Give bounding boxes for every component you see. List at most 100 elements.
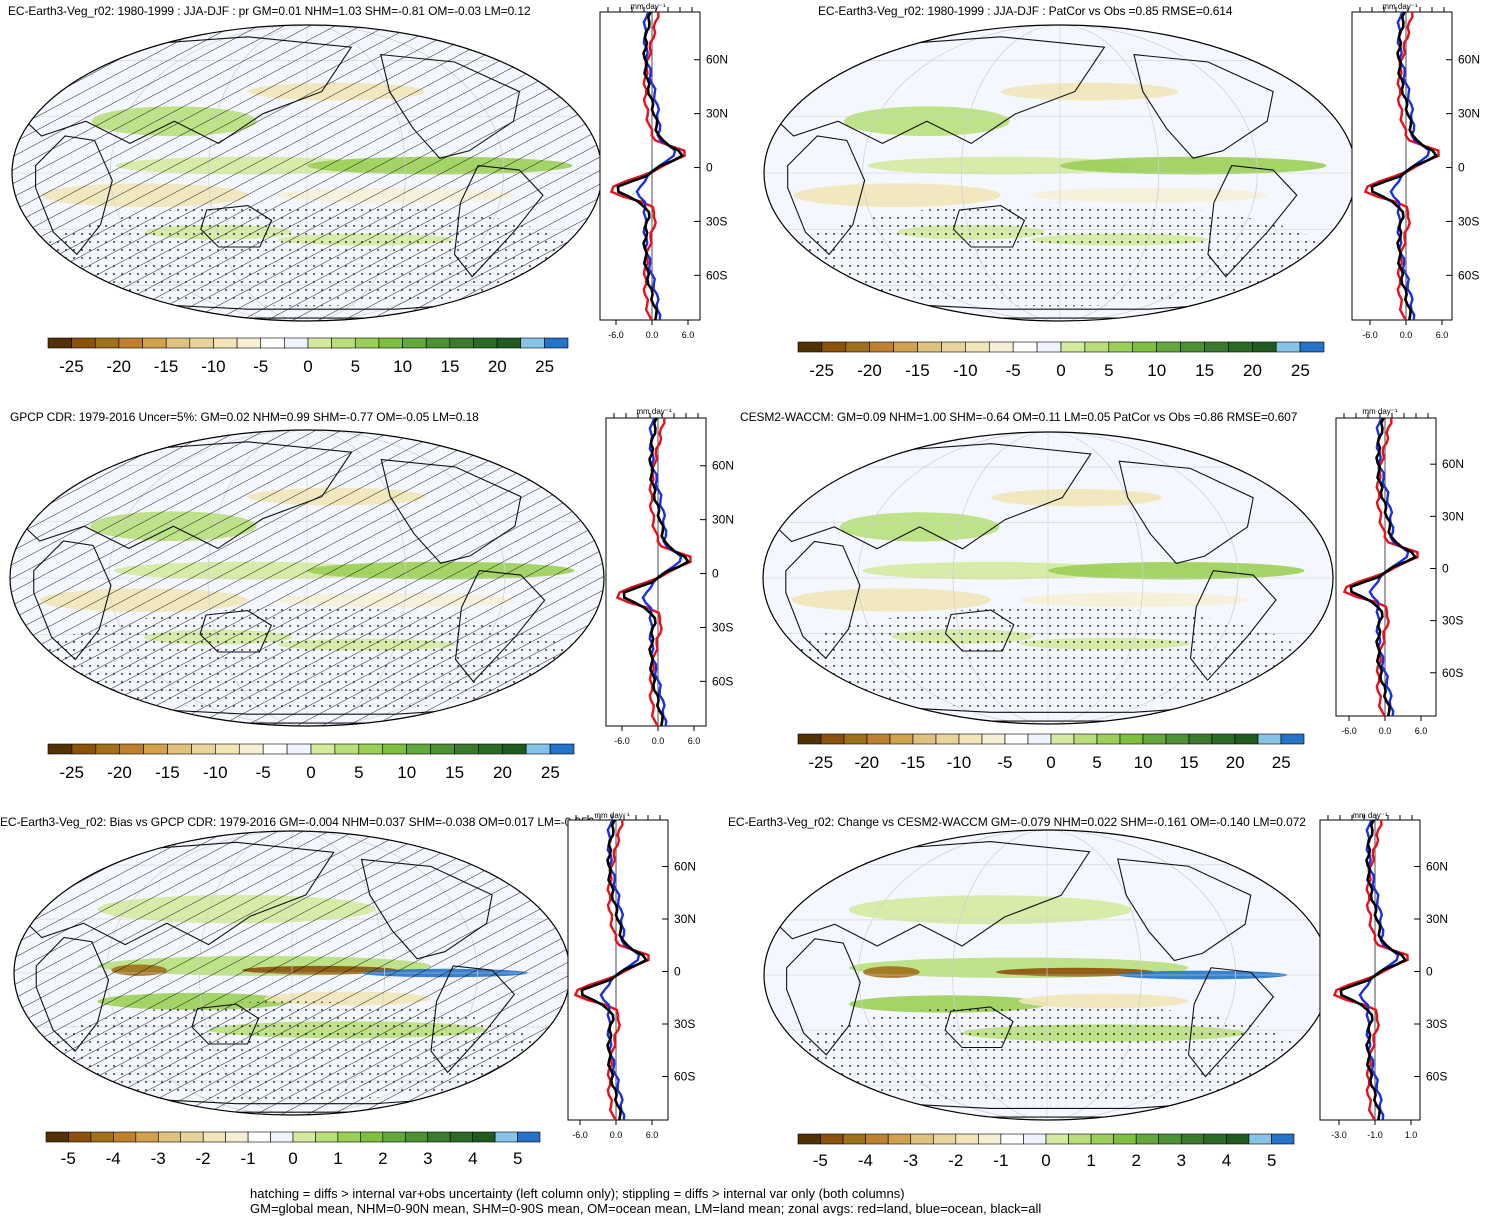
x-tick-label: -3.0 xyxy=(1331,1130,1347,1140)
latitude-tick-label: 30N xyxy=(1442,509,1464,523)
colorbar-swatch xyxy=(1165,733,1190,745)
colorbar-label: -5 xyxy=(1006,361,1021,380)
panel-title: EC-Earth3-Veg_r02: Bias vs GPCP CDR: 197… xyxy=(0,815,595,829)
colorbar-label: -10 xyxy=(203,763,228,782)
colorbar-swatch xyxy=(157,1131,182,1143)
colorbar: -25 -20 -15 -10 -5 0 5 10 15 20 25 xyxy=(47,337,569,376)
map-shading-layer xyxy=(12,25,602,321)
colorbar-swatch xyxy=(449,337,474,349)
world-map xyxy=(13,830,571,1116)
colorbar-label: -20 xyxy=(106,357,131,376)
stippling-overlay xyxy=(791,607,1305,710)
colorbar-swatch xyxy=(1156,341,1181,353)
colorbar-label: 15 xyxy=(1180,753,1199,772)
latitude-tick-label: 60N xyxy=(712,459,734,473)
colorbar-swatch xyxy=(238,743,264,755)
x-tick-label: 0.0 xyxy=(652,736,665,746)
colorbar-swatch xyxy=(90,1131,114,1143)
x-tick-label: -6.0 xyxy=(1362,330,1378,340)
continent-outline xyxy=(1117,858,1252,962)
zonal-curve-all xyxy=(580,819,649,1121)
latitude-tick-label: 30S xyxy=(712,620,733,634)
colorbar-label: 15 xyxy=(440,357,459,376)
colorbar-label: 4 xyxy=(1222,1151,1231,1170)
colorbar-label: 0 xyxy=(1056,361,1065,380)
colorbar-swatch xyxy=(236,337,262,349)
graticule-longitude xyxy=(862,25,1258,321)
colorbar-label: 4 xyxy=(468,1149,477,1168)
latitude-tick-label: 60N xyxy=(674,860,696,874)
colorbar-swatch xyxy=(1299,341,1325,353)
colorbar-swatch xyxy=(143,743,168,755)
colorbar-swatch xyxy=(449,1131,473,1143)
precip-shading xyxy=(1019,592,1248,608)
zonal-curve-all xyxy=(1349,417,1418,717)
x-tick-label: 0.0 xyxy=(610,1130,623,1140)
map-shading-layer xyxy=(764,830,1330,1120)
colorbar-label: 5 xyxy=(1267,1151,1276,1170)
colorbar-swatch xyxy=(1228,341,1253,353)
colorbar-swatch xyxy=(165,337,191,349)
colorbar-label: 0 xyxy=(306,763,315,782)
precip-shading xyxy=(862,561,1120,580)
zonal-mean-plot: 60N 30N 0 30S 60S mm day⁻¹ -6.0 0.0 6.0 xyxy=(1335,407,1464,736)
colorbar-swatch xyxy=(1158,1133,1182,1145)
continent-outline xyxy=(1118,460,1254,565)
colorbar-swatch xyxy=(981,733,1006,745)
latitude-tick-label: 30S xyxy=(1426,1017,1447,1031)
latitude-tick-label: 30S xyxy=(1458,214,1479,228)
latitude-tick-label: 30S xyxy=(1442,614,1463,628)
colorbar-swatch xyxy=(1036,341,1062,353)
colorbar-swatch xyxy=(1045,1133,1069,1145)
colorbar-swatch xyxy=(845,341,871,353)
latitude-tick-label: 60N xyxy=(1442,457,1464,471)
colorbar-label: 0 xyxy=(1041,1151,1050,1170)
colorbar-swatch xyxy=(68,1131,92,1143)
panel-title: GPCP CDR: 1979-2016 Uncer=5%: GM=0.02 NH… xyxy=(10,410,479,424)
graticule-longitude xyxy=(857,432,1239,724)
colorbar: -25 -20 -15 -10 -5 0 5 10 15 20 25 xyxy=(797,733,1305,772)
colorbar-swatch xyxy=(887,1133,912,1145)
colorbar-label: -4 xyxy=(858,1151,873,1170)
colorbar-swatch xyxy=(1004,733,1029,745)
colorbar-label: -4 xyxy=(106,1149,121,1168)
colorbar-swatch xyxy=(1096,733,1121,745)
colorbar-swatch xyxy=(47,337,72,349)
latitude-tick-label: 30N xyxy=(1458,107,1480,121)
colorbar-swatch xyxy=(1180,1133,1205,1145)
latitude-tick-label: 30N xyxy=(706,107,728,121)
colorbar-swatch xyxy=(1204,341,1229,353)
colorbar-swatch xyxy=(430,743,455,755)
zonal-mean-plot: 60N 30N 0 30S 60S mm day⁻¹ -6.0 0.0 6.0 xyxy=(599,2,728,340)
colorbar-swatch xyxy=(1188,733,1213,745)
zonal-mean-plot: 60N 30N 0 30S 60S mm day⁻¹ -6.0 0.0 6.0 xyxy=(605,407,734,746)
colorbar-swatch xyxy=(494,1131,518,1143)
colorbar-swatch xyxy=(1275,341,1301,353)
colorbar-swatch xyxy=(988,341,1014,353)
colorbar-label: 3 xyxy=(423,1149,432,1168)
colorbar-swatch xyxy=(225,1131,249,1143)
colorbar-swatch xyxy=(842,1133,866,1145)
colorbar-swatch xyxy=(797,1133,821,1145)
colorbar-label: -10 xyxy=(953,361,978,380)
colorbar-swatch xyxy=(215,743,240,755)
colorbar-label: -15 xyxy=(901,753,926,772)
colorbar-swatch xyxy=(965,341,990,353)
colorbar-swatch xyxy=(1271,1133,1295,1145)
colorbar-swatch xyxy=(912,733,937,745)
colorbar-swatch xyxy=(932,1133,957,1145)
precip-shading xyxy=(1060,156,1327,175)
precip-shading xyxy=(791,588,991,612)
colorbar-swatch xyxy=(118,337,143,349)
colorbar-swatch xyxy=(213,337,238,349)
colorbar-swatch xyxy=(71,743,97,755)
colorbar-label: 5 xyxy=(354,763,363,782)
colorbar-label: 5 xyxy=(1092,753,1101,772)
zonal-curve-all xyxy=(1339,819,1408,1121)
colorbar-label: -5 xyxy=(256,763,271,782)
zonal-mean-plot: 60N 30N 0 30S 60S mm day⁻¹ -6.0 0.0 6.0 xyxy=(567,811,696,1140)
map-shading-layer xyxy=(14,831,570,1115)
colorbar-swatch xyxy=(958,733,983,745)
colorbar-swatch xyxy=(1113,1133,1137,1145)
colorbar-swatch xyxy=(180,1131,204,1143)
